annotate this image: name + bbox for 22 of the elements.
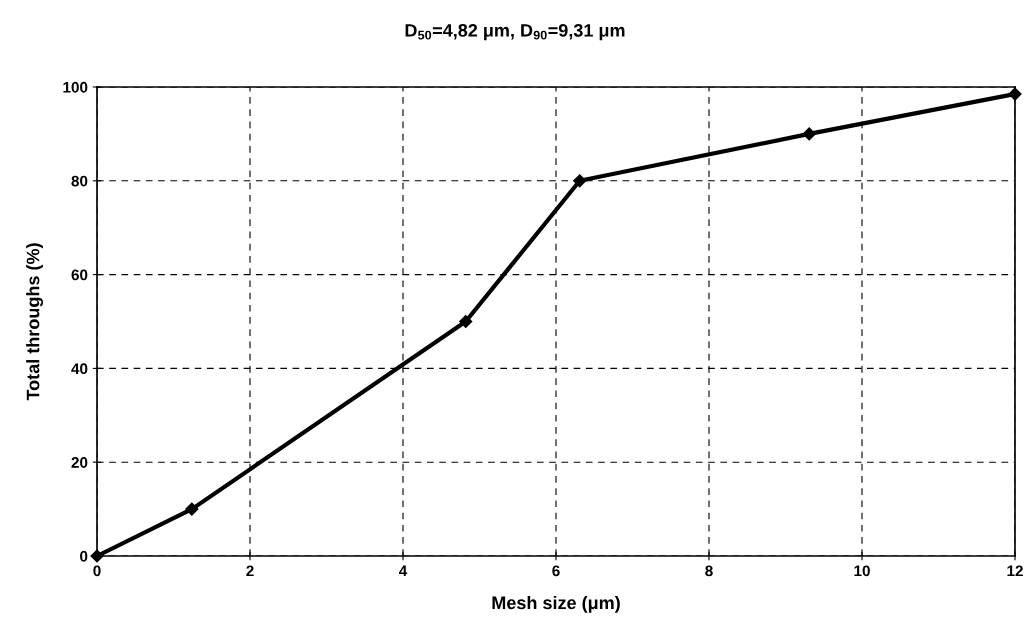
- x-tick-label: 8: [705, 565, 713, 577]
- x-tick-label: 6: [552, 565, 560, 577]
- y-tick-label: 60: [71, 269, 88, 281]
- y-tick-label: 100: [63, 81, 88, 93]
- point: [458, 314, 473, 329]
- y-tick-label: 20: [71, 457, 88, 468]
- x-tick-label: 2: [246, 565, 254, 577]
- point: [184, 502, 199, 516]
- y-axis-title: Total throughs (%): [26, 243, 44, 401]
- point: [1008, 87, 1022, 101]
- x-tick-label: 4: [398, 565, 408, 577]
- x-tick-label: 0: [93, 565, 101, 577]
- y-tick-label: 40: [71, 363, 88, 375]
- point: [90, 549, 104, 563]
- y-tick-label: 80: [71, 175, 88, 187]
- x-tick-label: 10: [854, 565, 870, 577]
- x-axis-title: Mesh size (μm): [492, 595, 620, 613]
- chart-title: D$_{50}$=4,82 μm, D$_{90}$=9,31 μm: [405, 23, 625, 41]
- y-tick-label: 0: [80, 550, 88, 562]
- x-tick-label: 12: [1007, 565, 1023, 577]
- point: [572, 173, 587, 188]
- point: [802, 127, 817, 141]
